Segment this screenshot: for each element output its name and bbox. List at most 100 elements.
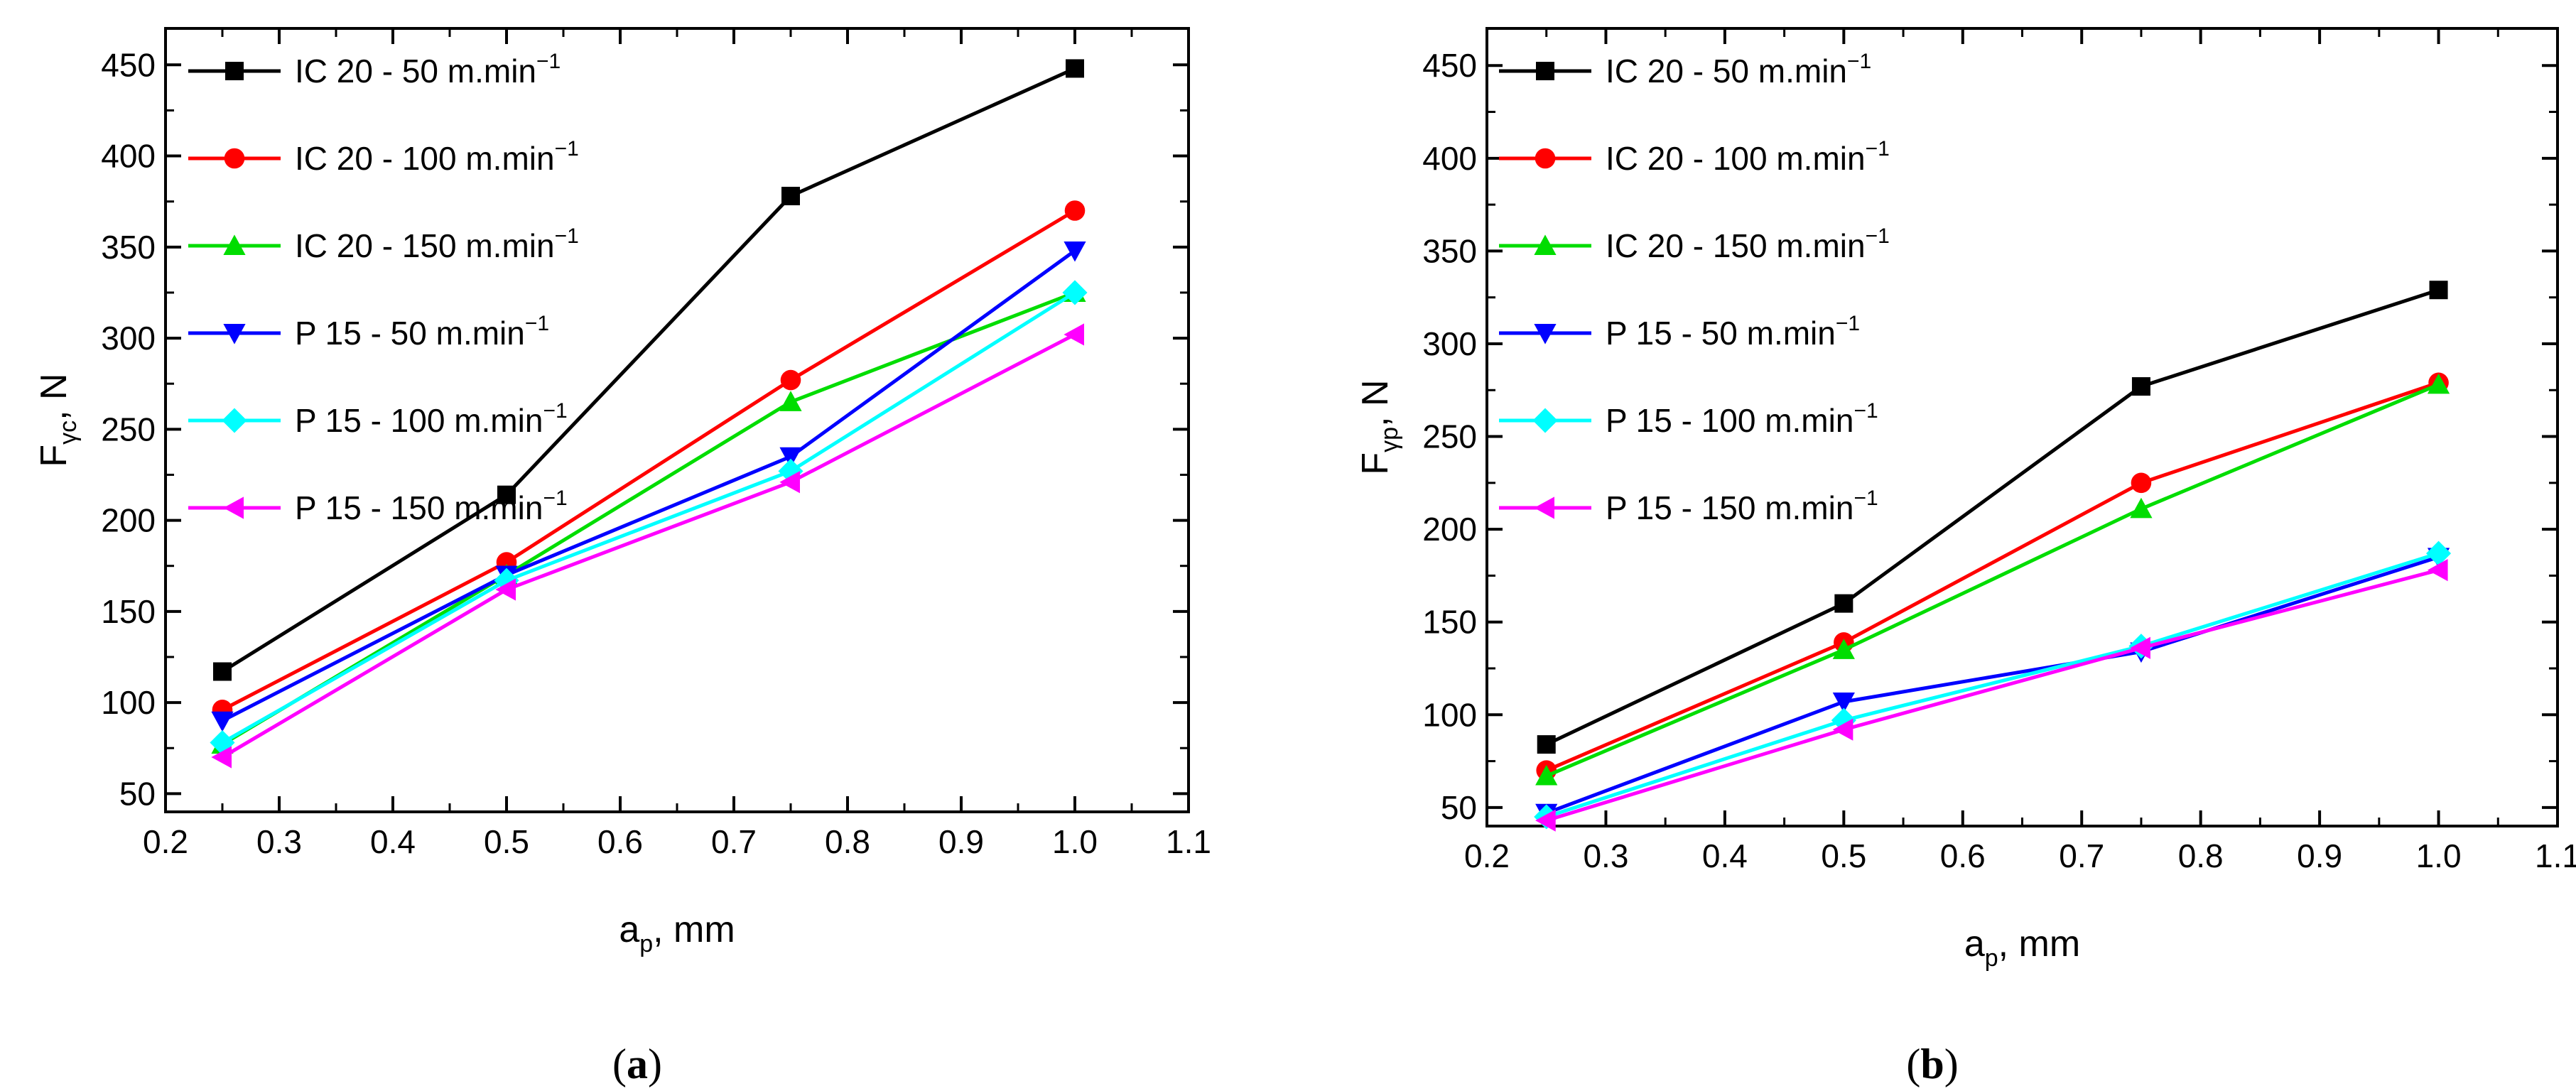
- y-tick-label: 450: [101, 46, 156, 83]
- x-tick-label: 0.9: [2297, 837, 2342, 874]
- y-tick-label: 450: [1422, 47, 1477, 84]
- legend-label-name: IC 20 - 100 m.min: [295, 140, 555, 177]
- legend-marker: [1534, 496, 1554, 519]
- x-tick-label: 1.1: [1166, 823, 1211, 860]
- series-line: [221, 249, 1076, 722]
- legend-entry: P 15 - 150 m.min−1: [188, 487, 568, 526]
- series-line: [1545, 383, 2440, 778]
- x-axis-title-sub: p: [1985, 945, 1998, 972]
- series-5: [211, 323, 1084, 769]
- y-tick-label: 200: [101, 502, 156, 539]
- legend-entry: IC 20 - 50 m.min−1: [1499, 50, 1871, 89]
- legend-label-name: IC 20 - 50 m.min: [295, 53, 536, 89]
- legend-marker: [1532, 408, 1558, 433]
- x-axis-title-sub: p: [639, 930, 653, 957]
- data-point: [1064, 323, 1084, 346]
- series-5: [1535, 558, 2448, 832]
- y-axis-title-main: F: [33, 445, 75, 467]
- x-tick-label: 0.6: [1940, 837, 1986, 874]
- y-tick-label: 350: [101, 229, 156, 266]
- legend-label-sup: −1: [1836, 312, 1860, 335]
- y-tick-label: 100: [101, 684, 156, 721]
- legend-marker: [223, 234, 246, 255]
- data-point: [1831, 707, 1856, 733]
- panel-caption-letter: a: [627, 1041, 648, 1087]
- y-tick-label: 150: [101, 593, 156, 630]
- y-tick-label: 350: [1422, 232, 1477, 269]
- x-tick-label: 1.0: [2416, 837, 2462, 874]
- legend-marker: [1535, 148, 1556, 169]
- x-axis-title-rest: , mm: [653, 909, 735, 950]
- legend-label: IC 20 - 100 m.min−1: [295, 137, 579, 177]
- data-point: [779, 471, 800, 494]
- data-point: [211, 711, 234, 732]
- legend-marker: [1534, 234, 1557, 255]
- data-point: [2131, 472, 2152, 494]
- data-point: [2429, 281, 2448, 300]
- data-point: [494, 568, 519, 593]
- legend-entry: P 15 - 50 m.min−1: [1499, 312, 1860, 352]
- y-tick-label: 200: [1422, 511, 1477, 548]
- legend-marker: [223, 496, 244, 519]
- data-point: [211, 746, 232, 769]
- x-tick-label: 0.2: [1464, 837, 1510, 874]
- data-point: [2130, 636, 2150, 659]
- legend-marker: [224, 148, 245, 169]
- data-point: [2427, 373, 2450, 394]
- x-tick-label: 0.4: [1702, 837, 1748, 874]
- legend-label: IC 20 - 150 m.min−1: [1606, 224, 1890, 264]
- series-line: [221, 291, 1076, 744]
- legend-entry: P 15 - 100 m.min−1: [188, 399, 568, 439]
- legend-marker: [225, 62, 244, 80]
- legend-label-sup: −1: [525, 312, 549, 335]
- legend-entry: IC 20 - 50 m.min−1: [188, 50, 561, 89]
- legend-entry: IC 20 - 100 m.min−1: [1499, 137, 1890, 177]
- legend-label-name: IC 20 - 50 m.min: [1606, 53, 1847, 89]
- y-tick-label: 400: [101, 138, 156, 175]
- data-point: [781, 186, 800, 205]
- y-axis-title-rest: , N: [1355, 379, 1396, 426]
- x-axis-title-main: a: [1964, 923, 1985, 965]
- series-2: [1535, 373, 2450, 786]
- data-point: [1066, 59, 1084, 78]
- legend-label-name: P 15 - 100 m.min: [295, 402, 543, 439]
- legend-label-sup: −1: [1847, 50, 1871, 73]
- data-point: [1064, 200, 1086, 221]
- panel-caption-open: (: [612, 1041, 627, 1087]
- data-point: [2426, 541, 2452, 566]
- legend-marker: [222, 408, 247, 433]
- chart-panel-b: 0.2 0.3 0.4 0.5 0.6 0.7 0.8 0.9 1.0 1.1 50 100 150 20…: [1355, 27, 2576, 1087]
- x-tick-label: 0.3: [256, 823, 302, 860]
- legend-entry: P 15 - 150 m.min−1: [1499, 487, 1878, 526]
- y-axis-title-main: F: [1355, 452, 1396, 475]
- legend-label-sup: −1: [555, 137, 579, 161]
- panel-caption-letter: b: [1920, 1041, 1944, 1087]
- legend-label-sup: −1: [536, 50, 561, 73]
- legend-entry: IC 20 - 150 m.min−1: [188, 224, 579, 264]
- legend-entry: P 15 - 100 m.min−1: [1499, 399, 1878, 439]
- data-point: [1832, 718, 1853, 741]
- panel-caption-close: ): [648, 1041, 662, 1087]
- data-point: [1535, 809, 1556, 832]
- legend-entry: IC 20 - 100 m.min−1: [188, 137, 579, 177]
- y-axis-title: Fγc, N: [33, 373, 82, 467]
- data-point: [1832, 639, 1855, 659]
- x-axis-title-rest: , mm: [1998, 923, 2081, 965]
- legend-label-sup: −1: [1853, 399, 1878, 423]
- x-tick-label: 0.5: [484, 823, 529, 860]
- data-point: [780, 369, 801, 391]
- chart-panel-a: 0.2 0.3 0.4 0.5 0.6 0.7 0.8 0.9 1.0 1.1 50 100 150 20…: [33, 27, 1211, 1087]
- legend-label-sup: −1: [1866, 224, 1890, 248]
- legend-label: P 15 - 100 m.min−1: [1606, 399, 1878, 439]
- legend-label: P 15 - 50 m.min−1: [1606, 312, 1860, 352]
- legend-label-sup: −1: [1853, 487, 1878, 510]
- legend-label-name: P 15 - 50 m.min: [1606, 315, 1836, 352]
- legend-label: IC 20 - 150 m.min−1: [295, 224, 579, 264]
- data-point: [1537, 735, 1556, 754]
- legend-label: P 15 - 100 m.min−1: [295, 399, 568, 439]
- data-point: [2130, 497, 2153, 519]
- y-tick-label: 300: [1422, 325, 1477, 362]
- x-tick-label: 1.0: [1052, 823, 1098, 860]
- y-axis-title-sub: γp: [1376, 427, 1403, 452]
